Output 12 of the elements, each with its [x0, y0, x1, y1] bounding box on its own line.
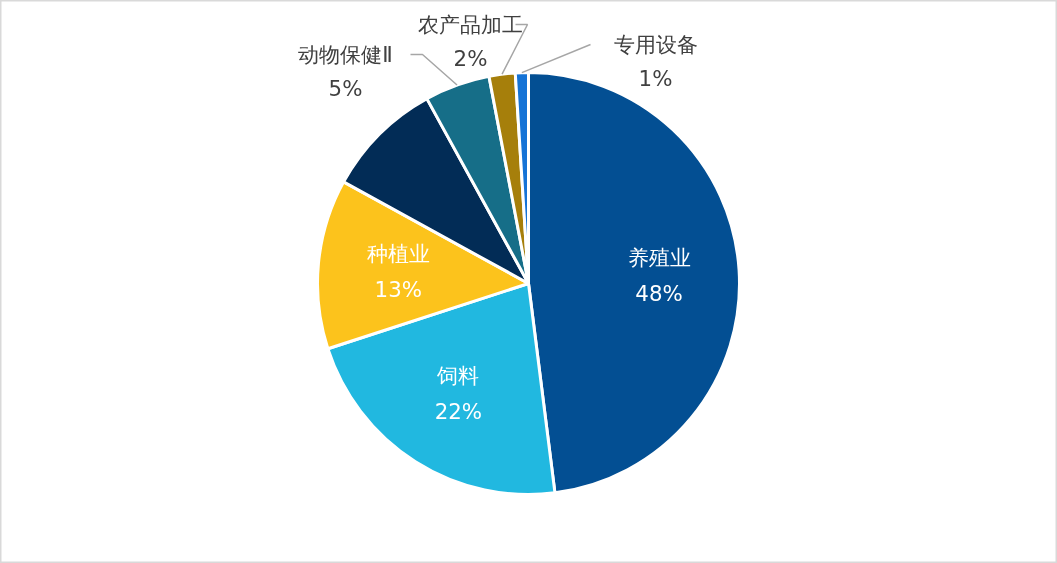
data-label: 5% [328, 76, 363, 101]
slice-label: 农产品加工 [418, 12, 523, 37]
slice-label: 专用设备 [613, 32, 698, 57]
slice-label: 种植业 [366, 240, 430, 266]
slice-label: 养殖业 [627, 244, 691, 270]
data-label: 13% [374, 276, 422, 302]
data-label: 2% [453, 46, 488, 71]
slice-label: 动物保健Ⅱ [298, 42, 393, 67]
slice-label: 饲料 [436, 363, 480, 389]
data-label: 48% [635, 280, 683, 306]
data-label: 1% [638, 66, 673, 91]
data-label: 22% [434, 399, 483, 425]
